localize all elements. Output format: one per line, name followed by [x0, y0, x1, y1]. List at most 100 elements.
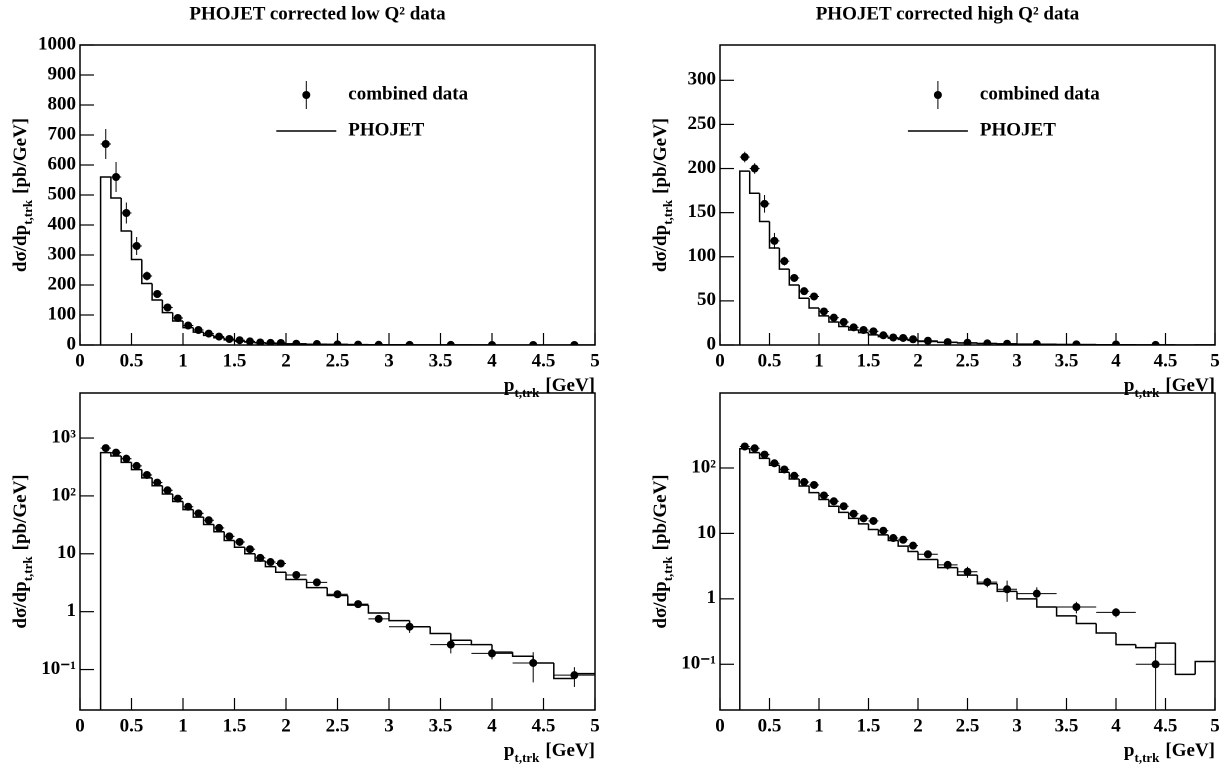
x-tick-label: 0.5: [758, 350, 782, 371]
data-point: [819, 491, 828, 500]
data-point: [750, 164, 759, 173]
x-tick-label: 4.5: [532, 715, 556, 736]
y-tick-label: 0: [707, 333, 717, 354]
histogram-bin: [1174, 643, 1196, 676]
histogram-bin: [917, 340, 938, 343]
data-point: [112, 173, 121, 181]
histogram-bin: [758, 193, 770, 223]
data-point: [204, 329, 213, 338]
histogram-bin: [828, 315, 839, 323]
x-tick-label: 1: [814, 715, 824, 736]
data-point: [879, 331, 888, 340]
x-tick-label: 2: [913, 350, 923, 371]
x-tick-label: 0: [715, 715, 725, 736]
histogram-bin: [1075, 615, 1097, 625]
x-tick-label: 1.5: [857, 715, 881, 736]
y-axis-label-main: dσ/dp: [650, 225, 671, 272]
data-point: [869, 516, 878, 525]
histogram-bin: [1095, 623, 1116, 634]
histogram-bin: [120, 455, 132, 464]
data-point: [256, 553, 265, 562]
data-point: [122, 209, 131, 217]
histogram-bin: [99, 451, 111, 710]
data-point: [488, 340, 496, 345]
data-point: [923, 550, 932, 559]
legend-label: PHOJET: [980, 119, 1056, 140]
histogram-bin: [996, 583, 1017, 593]
data-point: [312, 578, 321, 587]
x-tick-label: 1.5: [223, 715, 247, 736]
x-axis-label: pt,trk [GeV]: [1124, 740, 1215, 765]
x-tick-label: 4: [487, 350, 497, 371]
y-tick-label: 1000: [38, 33, 76, 54]
panel: 0 0.5 1 1.5 2 2.5 3 3.5 4 4.5 510⁻¹11010²dσ/dpt,tr…: [650, 392, 1220, 765]
data-point: [101, 140, 110, 148]
histogram-bin: [110, 177, 122, 199]
histogram-bin: [254, 553, 266, 562]
y-tick-label: 900: [48, 63, 77, 84]
x-axis-label-main: p: [1124, 375, 1135, 396]
histogram-bin: [1115, 633, 1136, 646]
histogram-bin: [233, 339, 245, 342]
data-point: [869, 327, 878, 336]
histogram-bin: [1016, 591, 1037, 600]
histogram-bin: [1036, 598, 1057, 608]
x-tick-label: 2: [281, 715, 291, 736]
histogram-bin: [244, 341, 256, 343]
histogram-bin: [223, 531, 235, 542]
histogram-bin: [223, 337, 235, 341]
histogram-bin: [99, 176, 111, 345]
plot-area: [739, 442, 1215, 710]
data-point: [899, 535, 908, 544]
histogram-bin: [907, 339, 918, 342]
histogram-bin: [877, 334, 889, 338]
data-point: [374, 614, 383, 623]
x-tick-label: 2.5: [326, 715, 350, 736]
data-point: [770, 459, 779, 468]
histogram-bin: [532, 656, 554, 664]
data-point: [963, 567, 972, 576]
data-point: [225, 532, 234, 541]
data-point: [101, 444, 110, 453]
data-point: [1151, 340, 1160, 345]
histogram-bin: [130, 462, 142, 471]
histogram-bin: [202, 517, 214, 526]
y-tick-label: 800: [48, 93, 77, 114]
data-point: [800, 287, 809, 296]
x-tick-label: 3.5: [1055, 715, 1079, 736]
histogram-bin: [976, 575, 998, 585]
data-point: [909, 541, 918, 550]
histogram-bin: [1055, 607, 1077, 617]
data-point: [153, 290, 162, 298]
data-point: [1072, 603, 1081, 612]
y-tick-label: 10: [57, 542, 76, 563]
histogram-bin: [867, 332, 879, 336]
chart-title: PHOJET corrected high Q² data: [816, 3, 1080, 24]
histogram-bin: [788, 269, 800, 286]
histogram-bin: [887, 534, 899, 542]
x-axis-label-unit: [GeV]: [1165, 375, 1215, 396]
y-axis-label: dσ/dpt,trk [pb/GeV]: [10, 118, 35, 272]
data-point: [770, 236, 779, 245]
y-axis-label-unit: [pb/GeV]: [650, 474, 671, 550]
y-tick-label: 200: [48, 273, 77, 294]
y-axis-label: dσ/dpt,trk [pb/GeV]: [10, 474, 35, 628]
histogram-bin: [305, 579, 328, 589]
plot-area: [99, 444, 595, 710]
x-tick-label: 2: [281, 350, 291, 371]
y-axis-label-sub: t,trk: [20, 199, 35, 225]
x-tick-label: 5: [590, 350, 600, 371]
histogram-bin: [429, 626, 451, 635]
x-tick-label: 4.5: [1154, 350, 1178, 371]
y-tick-label: 0: [67, 333, 77, 354]
x-tick-label: 3.5: [429, 350, 453, 371]
x-tick-label: 3.5: [1055, 350, 1079, 371]
data-point: [354, 600, 363, 609]
x-tick-label: 3: [1012, 715, 1022, 736]
data-point: [132, 461, 141, 470]
plot-area: [739, 151, 1215, 345]
histogram-bin: [956, 342, 978, 344]
data-point: [245, 545, 254, 554]
data-point: [266, 558, 275, 567]
histogram-bin: [408, 620, 431, 628]
